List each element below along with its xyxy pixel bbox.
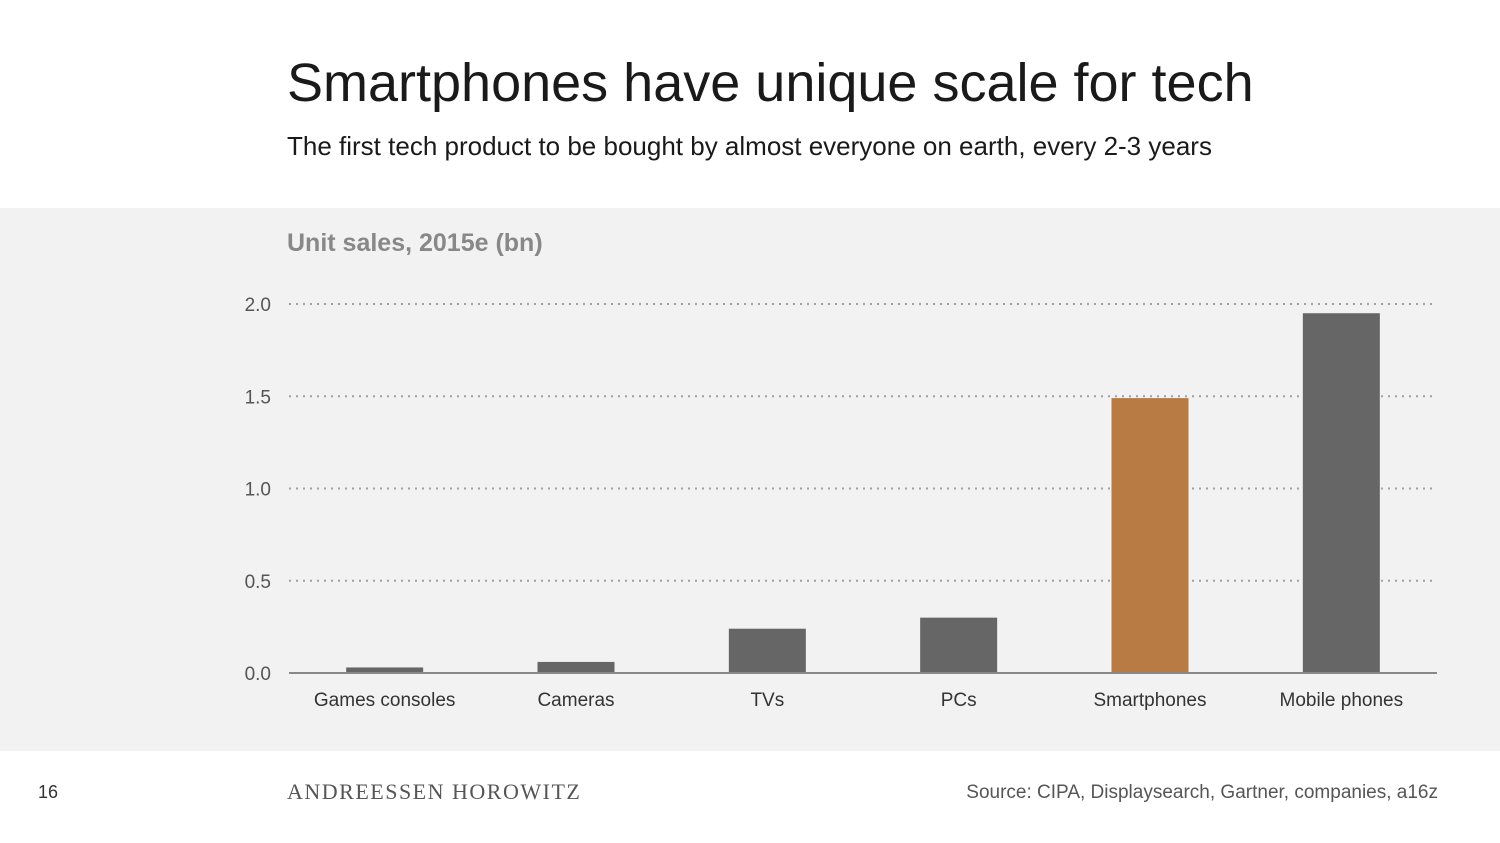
y-tick-label: 0.0 [245, 664, 271, 685]
brand-logo-text: ANDREESSEN HOROWITZ [287, 779, 582, 804]
bar-smartphones [1111, 398, 1189, 673]
bar-cameras [537, 661, 615, 673]
slide-title: Smartphones have unique scale for tech [287, 53, 1254, 113]
x-tick-label: Smartphones [1093, 690, 1206, 711]
x-tick-label: Mobile phones [1280, 690, 1404, 711]
page-number: 16 [38, 782, 59, 802]
x-tick-label: Cameras [537, 690, 614, 711]
chart-title: Unit sales, 2015e (bn) [287, 229, 543, 257]
bar-pcs [920, 617, 998, 673]
x-axis-labels: Games consoles Cameras TVs PCs Smartphones Mo… [314, 690, 1403, 711]
gridlines [289, 303, 1437, 582]
bar-mobile-phones [1302, 313, 1380, 673]
y-axis-ticks: 0.0 0.5 1.0 1.5 2.0 [245, 295, 271, 685]
y-tick-label: 1.0 [245, 480, 271, 501]
bar-tvs [728, 628, 806, 673]
y-tick-label: 2.0 [245, 295, 271, 316]
y-tick-label: 1.5 [245, 387, 271, 408]
x-tick-label: Games consoles [314, 690, 456, 711]
slide-subtitle: The first tech product to be bought by a… [287, 131, 1212, 161]
bar-games-consoles [346, 667, 424, 673]
bars [346, 313, 1380, 673]
source-note: Source: CIPA, Displaysearch, Gartner, co… [966, 782, 1438, 803]
y-tick-label: 0.5 [245, 572, 271, 593]
x-tick-label: TVs [750, 690, 784, 711]
x-tick-label: PCs [941, 690, 977, 711]
